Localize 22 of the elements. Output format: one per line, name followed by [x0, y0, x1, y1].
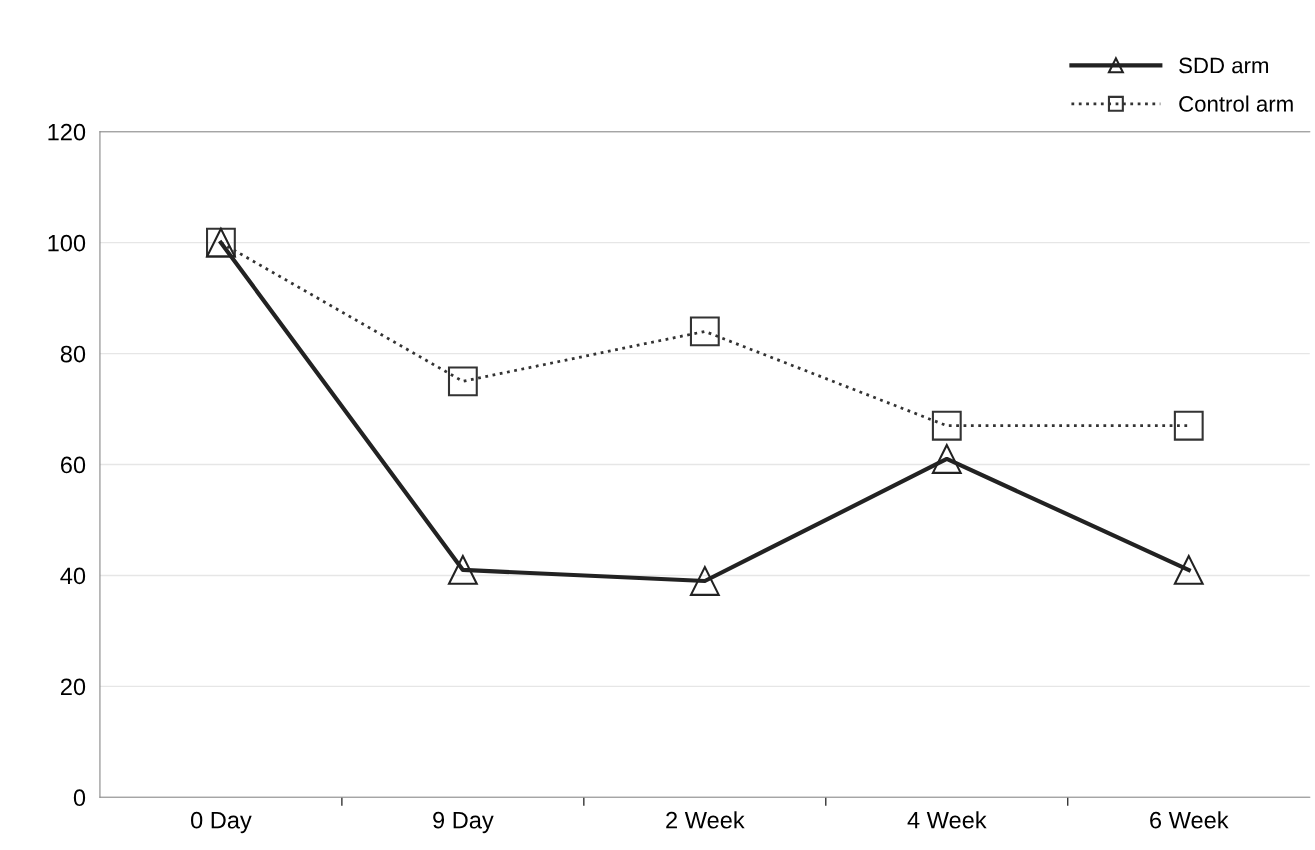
- legend-label: Control arm: [1179, 95, 1293, 112]
- x-tick-label: 6 Week: [1150, 811, 1229, 829]
- point: [689, 566, 720, 596]
- point: [931, 410, 962, 441]
- y-tick-label: 120: [48, 123, 86, 141]
- x-tick-label: 9 Day: [433, 811, 494, 834]
- point: [447, 366, 478, 397]
- x-tick-label: 4 Week: [907, 811, 987, 829]
- x-tick-label: 2 Week: [666, 811, 745, 829]
- point: [1173, 554, 1204, 585]
- y-tick-label: 80: [60, 345, 86, 363]
- y-tick-label: 40: [60, 567, 86, 585]
- point: [931, 444, 962, 474]
- point: [447, 554, 478, 585]
- y-tick-label: 20: [60, 678, 86, 696]
- y-tick-label: 0: [73, 789, 86, 807]
- x-tick-label: 0 Day: [191, 811, 252, 834]
- point: [689, 316, 720, 347]
- y-tick-label: 100: [48, 234, 86, 252]
- legend-label: SDD arm: [1179, 57, 1269, 74]
- y-tick-label: 60: [60, 456, 86, 474]
- point: [1173, 410, 1204, 441]
